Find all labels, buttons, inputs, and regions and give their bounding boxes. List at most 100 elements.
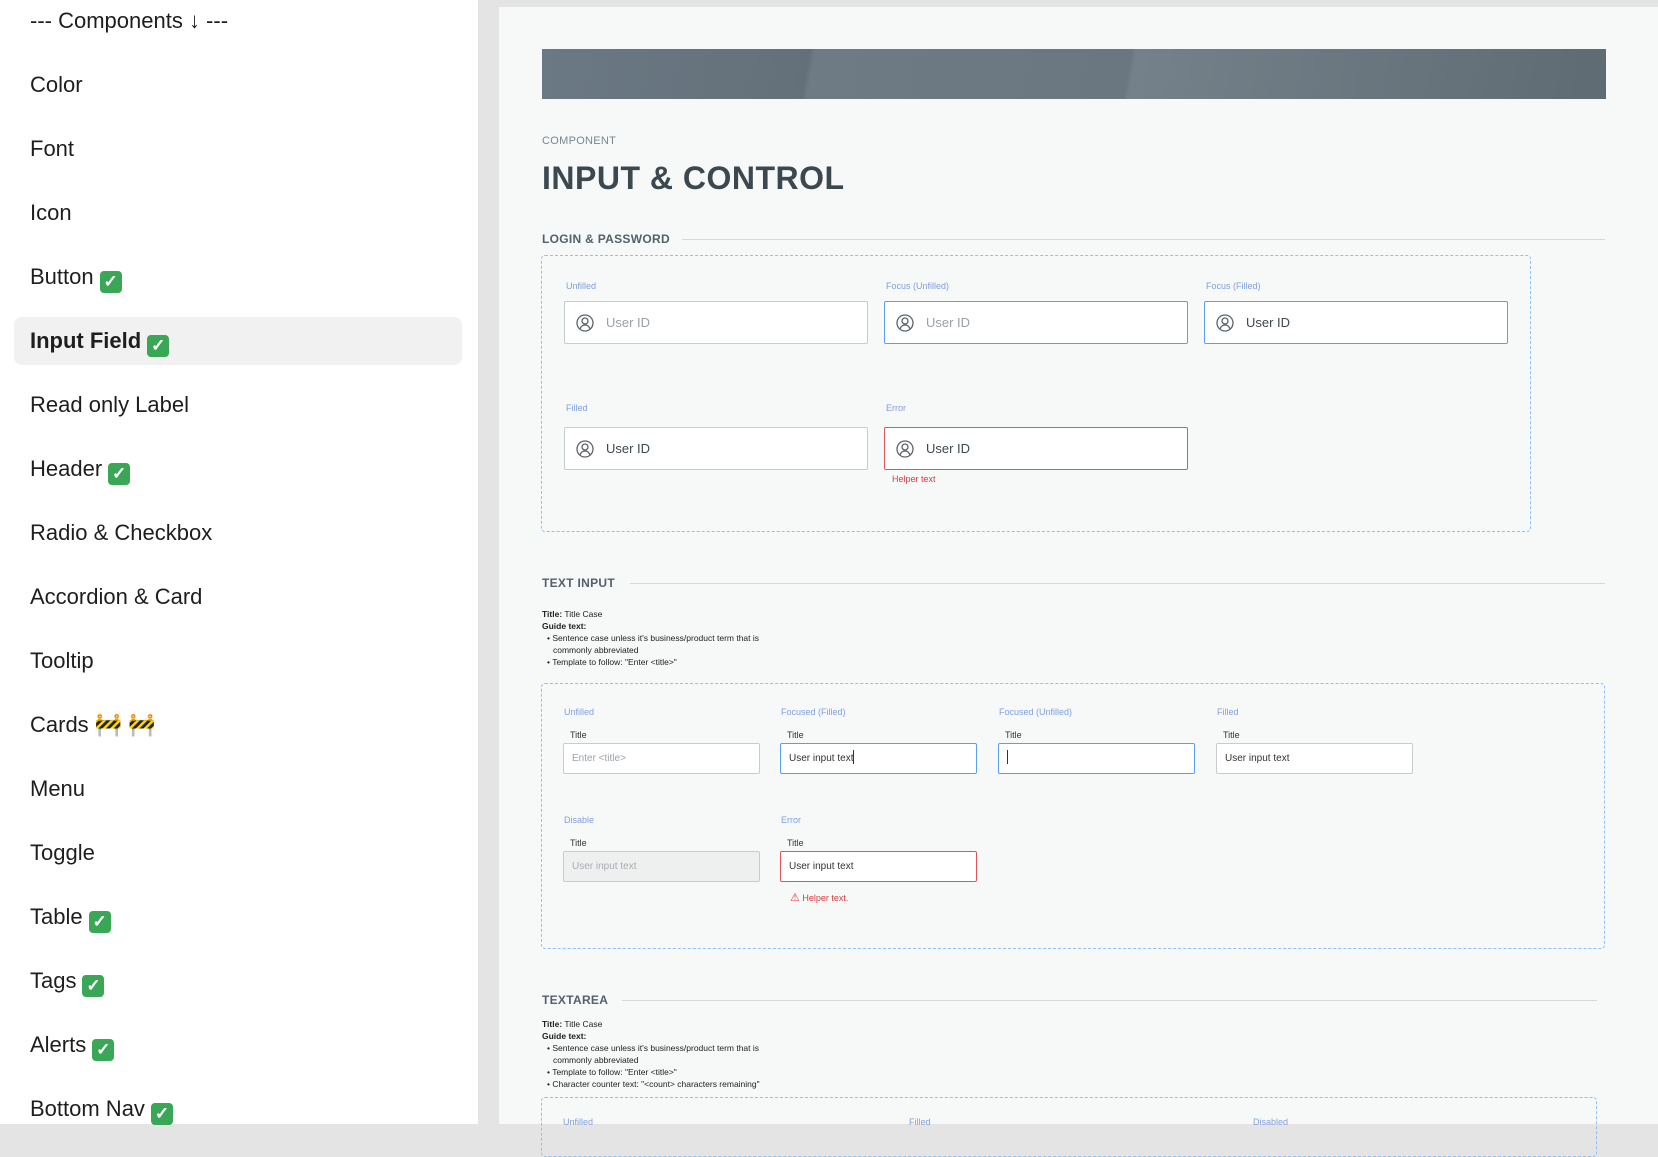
user-id-input[interactable]: User ID xyxy=(884,427,1188,470)
state-label: Unfilled xyxy=(566,281,597,291)
sidebar-item[interactable]: Menu xyxy=(14,765,462,813)
divider xyxy=(630,583,1605,584)
sidebar-item[interactable]: Icon xyxy=(14,189,462,237)
field-title: Title xyxy=(1005,730,1022,740)
guide-title-value: Title Case xyxy=(564,609,603,619)
sidebar-section-header: --- Components ↓ --- xyxy=(14,0,462,45)
sidebar-item-label: --- Components ↓ --- xyxy=(30,8,229,33)
sidebar-item-label: Button xyxy=(30,264,94,289)
state-label: Error xyxy=(781,815,801,825)
user-icon xyxy=(896,439,914,458)
user-icon xyxy=(576,439,594,458)
user-id-input[interactable]: User ID xyxy=(1204,301,1508,344)
sidebar-item-label: Table xyxy=(30,904,83,929)
page-title: INPUT & CONTROL xyxy=(542,160,845,196)
sidebar-item[interactable]: Toggle xyxy=(14,829,462,877)
divider xyxy=(682,239,1605,240)
section-heading-login: LOGIN & PASSWORD xyxy=(542,232,670,246)
sidebar-item[interactable]: Radio & Checkbox xyxy=(14,509,462,557)
text-input[interactable]: Enter <title> xyxy=(563,743,760,774)
text-input[interactable] xyxy=(998,743,1195,774)
sidebar-item-label: Accordion & Card xyxy=(30,584,203,609)
check-badge-icon: ✓ xyxy=(147,335,170,357)
sidebar-item-label: Read only Label xyxy=(30,392,190,417)
state-label: Filled xyxy=(566,403,588,413)
construction-badge-icon: 🚧 🚧 xyxy=(94,712,156,737)
input-value: User ID xyxy=(606,441,651,456)
state-label: Focused (Filled) xyxy=(781,707,846,717)
sidebar-item[interactable]: Input Field ✓ xyxy=(14,317,462,365)
sidebar-item[interactable]: Header ✓ xyxy=(14,445,462,493)
state-label: Filled xyxy=(909,1117,931,1127)
sidebar-item[interactable]: Color xyxy=(14,61,462,109)
field-title: Title xyxy=(570,730,587,740)
guide-bullet: Sentence case unless it's business/produ… xyxy=(552,633,760,643)
sidebar-item[interactable]: Tags ✓ xyxy=(14,957,462,1005)
page-eyebrow: COMPONENT xyxy=(542,135,617,147)
user-id-input[interactable]: User ID xyxy=(564,301,868,344)
sidebar-item[interactable]: Font xyxy=(14,125,462,173)
state-label: Disable xyxy=(564,815,595,825)
sidebar-item-label: Alerts xyxy=(30,1032,87,1057)
field-title: Title xyxy=(787,838,804,848)
user-id-input[interactable]: User ID xyxy=(564,427,868,470)
state-label: Disabled xyxy=(1253,1117,1289,1127)
sidebar-item-label: Tooltip xyxy=(30,648,94,673)
guide-title-label: Title: xyxy=(542,1019,563,1029)
state-label: Focus (Unfilled) xyxy=(886,281,950,291)
user-icon xyxy=(1216,313,1234,332)
sidebar-item-label: Tags xyxy=(30,968,77,993)
sidebar-item-label: Toggle xyxy=(30,840,95,865)
sidebar-item[interactable]: Bottom Nav ✓ xyxy=(14,1085,462,1133)
sidebar-item[interactable]: Button ✓ xyxy=(14,253,462,301)
sidebar-item-label: Color xyxy=(30,72,83,97)
helper-text-row: ⚠ Helper text. xyxy=(790,891,848,904)
guide-bullet-cont: commonly abbreviated xyxy=(553,645,639,655)
sidebar-item[interactable]: Accordion & Card xyxy=(14,573,462,621)
guide-bullet: Template to follow: "Enter <title>" xyxy=(552,657,677,667)
sidebar-item-label: Header xyxy=(30,456,103,481)
sidebar-item-label: Radio & Checkbox xyxy=(30,520,213,545)
section-heading-text-input: TEXT INPUT xyxy=(542,576,616,590)
guide-text-label: Guide text: xyxy=(542,621,587,631)
input-value: User ID xyxy=(606,315,651,330)
guide-bullet: Sentence case unless it's business/produ… xyxy=(552,1043,760,1053)
state-label: Filled xyxy=(1217,707,1239,717)
guide-text-label: Guide text: xyxy=(542,1031,587,1041)
text-input[interactable]: User input text xyxy=(780,743,977,774)
sidebar-item[interactable]: Read only Label xyxy=(14,381,462,429)
input-value: User ID xyxy=(926,441,971,456)
sidebar-item[interactable]: Tooltip xyxy=(14,637,462,685)
guide-bullet: Template to follow: "Enter <title>" xyxy=(552,1067,677,1077)
state-label: Focused (Unfilled) xyxy=(999,707,1073,717)
sidebar-item[interactable]: Alerts ✓ xyxy=(14,1021,462,1069)
check-badge-icon: ✓ xyxy=(88,911,111,933)
input-value: User input text xyxy=(789,861,854,872)
field-title: Title xyxy=(570,838,587,848)
field-title: Title xyxy=(1223,730,1240,740)
field-title: Title xyxy=(787,730,804,740)
check-badge-icon: ✓ xyxy=(82,975,105,997)
text-input[interactable]: User input text xyxy=(780,851,977,882)
input-value: User ID xyxy=(926,315,971,330)
warning-icon: ⚠ xyxy=(790,892,800,904)
input-value: User input text xyxy=(1225,753,1290,764)
content-panel xyxy=(499,7,1658,1124)
guide-bullet: Character counter text: "<count> charact… xyxy=(552,1079,760,1089)
sidebar-item[interactable]: Cards 🚧 🚧 xyxy=(14,701,462,749)
check-badge-icon: ✓ xyxy=(150,1103,173,1125)
check-badge-icon: ✓ xyxy=(99,271,122,293)
section-heading-textarea: TEXTAREA xyxy=(542,993,609,1007)
sidebar-item-label: Icon xyxy=(30,200,72,225)
user-icon xyxy=(576,313,594,332)
divider xyxy=(622,1000,1597,1001)
state-label: Unfilled xyxy=(564,707,595,717)
text-input-guide: Title: Title Case Guide text: • Sentence… xyxy=(542,609,760,667)
text-input[interactable]: User input text xyxy=(1216,743,1413,774)
text-input: User input text xyxy=(563,851,760,882)
user-id-input[interactable]: User ID xyxy=(884,301,1188,344)
state-label: Focus (Filled) xyxy=(1206,281,1261,291)
sidebar-item-label: Input Field xyxy=(30,328,142,353)
sidebar-item[interactable]: Table ✓ xyxy=(14,893,462,941)
input-value: User input text xyxy=(789,753,854,764)
